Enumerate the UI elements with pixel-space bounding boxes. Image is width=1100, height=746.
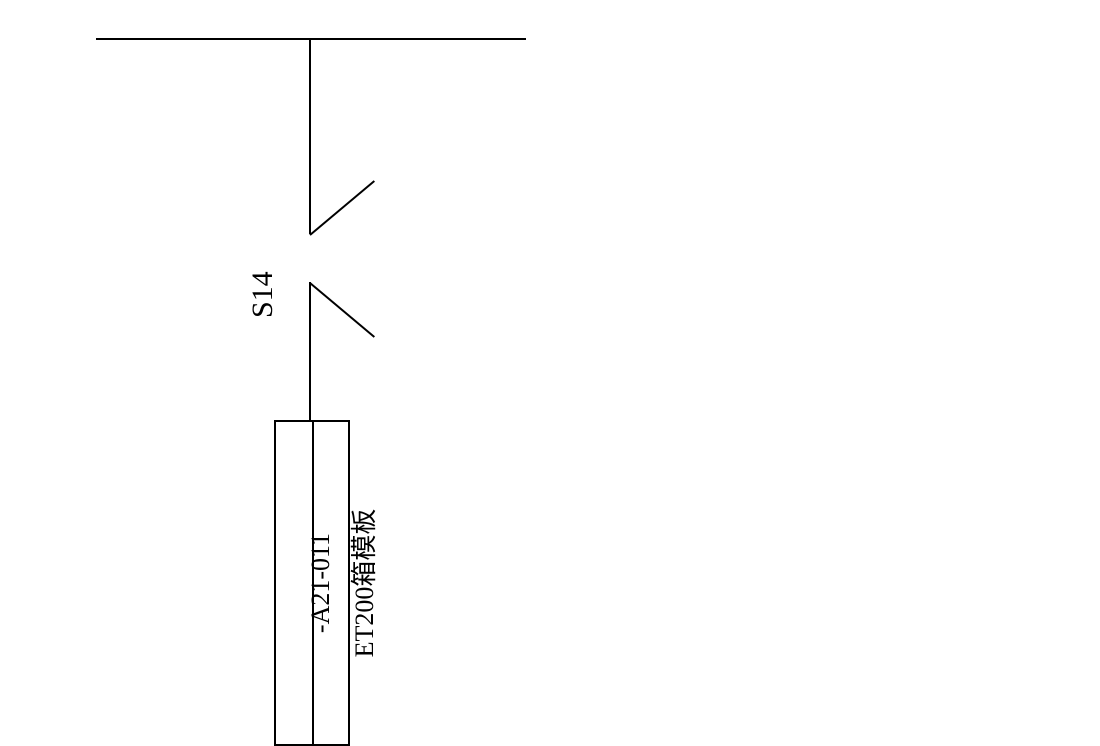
module-desc: ET200箱模板 xyxy=(344,434,381,732)
module-box-cell-0: -A21-011 xyxy=(276,422,312,744)
module-box-cell-1: ET200箱模板 xyxy=(312,422,348,744)
switch-arm-lower xyxy=(309,282,375,338)
bus-line xyxy=(96,38,526,40)
switch-arm-upper xyxy=(309,180,375,236)
drop-upper xyxy=(309,38,311,234)
drop-lower xyxy=(309,282,311,420)
diagram-stage: S14 -A21-011 ET200箱模板 xyxy=(0,0,1100,511)
switch-label: S14 xyxy=(246,271,280,318)
module-box: -A21-011 ET200箱模板 xyxy=(274,420,350,746)
